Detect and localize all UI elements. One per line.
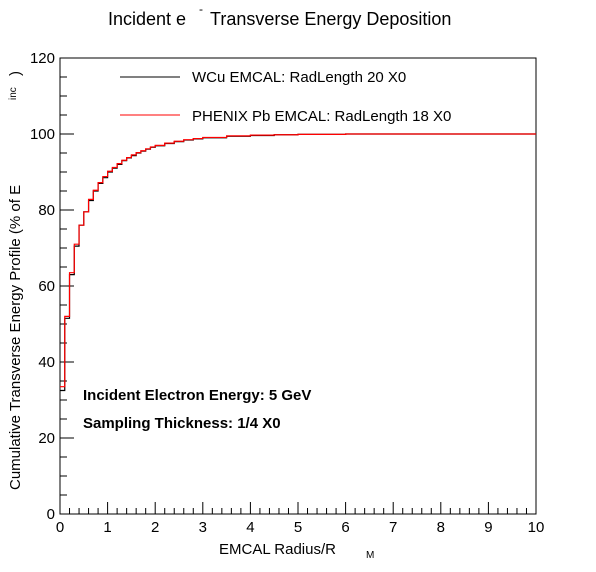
x-tick-label: 9 [484,519,492,536]
y-tick-label: 40 [38,354,55,371]
chart-title-rest: Transverse Energy Deposition [210,9,451,29]
y-axis: 0 20 40 60 80 100 120 [30,50,74,523]
x-axis-label-subscript: M [366,550,374,561]
legend-label-wcu: WCu EMCAL: RadLength 20 X0 [192,69,406,86]
legend-label-phenix: PHENIX Pb EMCAL: RadLength 18 X0 [192,108,451,125]
annotation-sampling: Sampling Thickness: 1/4 X0 [83,415,281,432]
x-tick-label: 4 [246,519,254,536]
x-tick-label: 6 [341,519,349,536]
y-axis-label-close: ) [7,71,24,76]
x-tick-label: 5 [294,519,302,536]
y-axis-label: Cumulative Transverse Energy Profile (% … [7,185,24,490]
x-tick-label: 7 [389,519,397,536]
x-tick-label: 2 [151,519,159,536]
plot-frame [59,57,537,515]
annotation-energy: Incident Electron Energy: 5 GeV [83,387,311,404]
x-tick-label: 3 [199,519,207,536]
x-tick-label: 0 [56,519,64,536]
series-layer [60,133,536,392]
legend: WCu EMCAL: RadLength 20 X0 PHENIX Pb EMC… [120,69,451,125]
x-tick-label: 1 [103,519,111,536]
y-tick-label: 120 [30,50,55,67]
y-tick-label: 100 [30,126,55,143]
y-tick-label: 60 [38,278,55,295]
x-axis: 0 1 2 3 4 5 6 7 8 9 10 [56,502,545,536]
x-axis-label: EMCAL Radius/R [219,541,336,558]
x-tick-label: 10 [528,519,545,536]
y-tick-label: 0 [47,506,55,523]
chart-title: Incident e [108,9,186,29]
series-line-phenix [60,133,536,388]
x-tick-label: 8 [437,519,445,536]
series-line-wcu [60,133,536,392]
y-tick-label: 20 [38,430,55,447]
y-tick-label: 80 [38,202,55,219]
y-axis-label-group: Cumulative Transverse Energy Profile (% … [7,71,24,490]
y-axis-label-subscript: inc [8,87,19,100]
chart-title-superscript: - [199,2,203,16]
